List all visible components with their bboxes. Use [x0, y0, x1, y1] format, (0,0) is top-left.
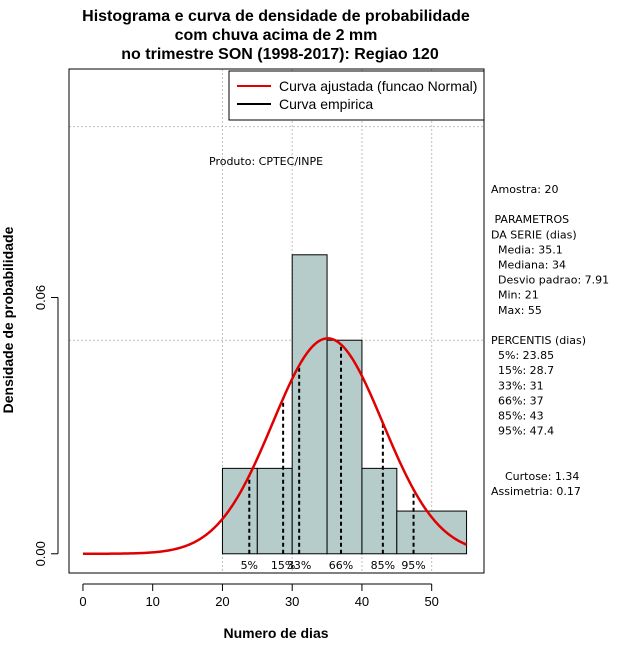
stats-line: Max: 55: [491, 304, 542, 317]
stats-line: DA SERIE (dias): [491, 228, 577, 241]
plot-frame: [68, 68, 485, 574]
histogram-bars: [221, 254, 468, 555]
legend-label-normal: Curva ajustada (funcao Normal): [279, 78, 477, 94]
stats-line: Desvio padrao: 7.91: [491, 274, 609, 287]
stats-line: 15%: 28.7: [491, 364, 554, 377]
stats-line: 85%: 43: [491, 410, 544, 423]
stats-line: 95%: 47.4: [491, 425, 554, 438]
stats-line: 33%: 31: [491, 379, 544, 392]
x-tick-label: 0: [79, 594, 86, 609]
stats-line: PERCENTIS (dias): [491, 334, 586, 347]
stats-line: Assimetria: 0.17: [491, 485, 581, 498]
histogram-bar: [256, 467, 293, 555]
stats-line: PARAMETROS: [491, 213, 569, 226]
percentile-labels: 5% 15%33% 66% 85% 95%: [241, 559, 426, 572]
stats-line: Curtose: 1.34: [491, 470, 579, 483]
x-tick-label: 40: [355, 594, 369, 609]
legend: Curva ajustada (funcao Normal) Curva emp…: [228, 70, 485, 121]
histogram-bar: [396, 510, 468, 555]
stats-line: Mediana: 34: [491, 259, 566, 272]
percentile-label: 15%: [271, 559, 295, 572]
x-axis-title: Numero de dias: [223, 625, 328, 641]
x-tick-label: 50: [424, 594, 438, 609]
stats-panel: Amostra: 20 PARAMETROS DA SERIE (dias) Me…: [491, 183, 609, 498]
percentile-label: 66%: [329, 559, 353, 572]
x-tick-label: 20: [215, 594, 229, 609]
x-tick-label: 10: [145, 594, 159, 609]
chart-title-line-2: com chuva acima de 2 mm: [175, 27, 378, 44]
percentile-label: 33%: [287, 559, 311, 572]
axes: 0 10 20 30 40 50 0.00 0.06: [33, 285, 439, 609]
product-annotation: Produto: CPTEC/INPE: [209, 155, 323, 168]
normal-curve-layer: [82, 337, 468, 556]
x-tick-label: 30: [285, 594, 299, 609]
legend-label-empirical: Curva empirica: [279, 96, 373, 112]
percentile-label: 5%: [241, 559, 258, 572]
histogram-bar: [326, 339, 363, 555]
percentile-label: 95%: [401, 559, 425, 572]
normal-curve: [82, 337, 468, 556]
stats-line: Min: 21: [491, 289, 539, 302]
chart-title-line-3: no trimestre SON (1998-2017): Regiao 120: [121, 46, 439, 63]
stats-line: 5%: 23.85: [491, 349, 554, 362]
y-axis-title: Densidade de probabilidade: [0, 226, 16, 413]
stats-line: Amostra: 20: [491, 183, 558, 196]
percentile-label: 85%: [371, 559, 395, 572]
y-tick-label: 0.06: [33, 285, 48, 310]
stats-line: Media: 35.1: [491, 243, 563, 256]
y-tick-label: 0.00: [33, 541, 48, 566]
histogram-bar: [291, 254, 328, 555]
stats-line: 66%: 37: [491, 394, 544, 407]
chart-title-line-1: Histograma e curva de densidade de proba…: [82, 8, 470, 25]
histogram-bar: [361, 467, 398, 555]
percentile-lines: [248, 344, 415, 554]
legend-box: [228, 70, 485, 121]
